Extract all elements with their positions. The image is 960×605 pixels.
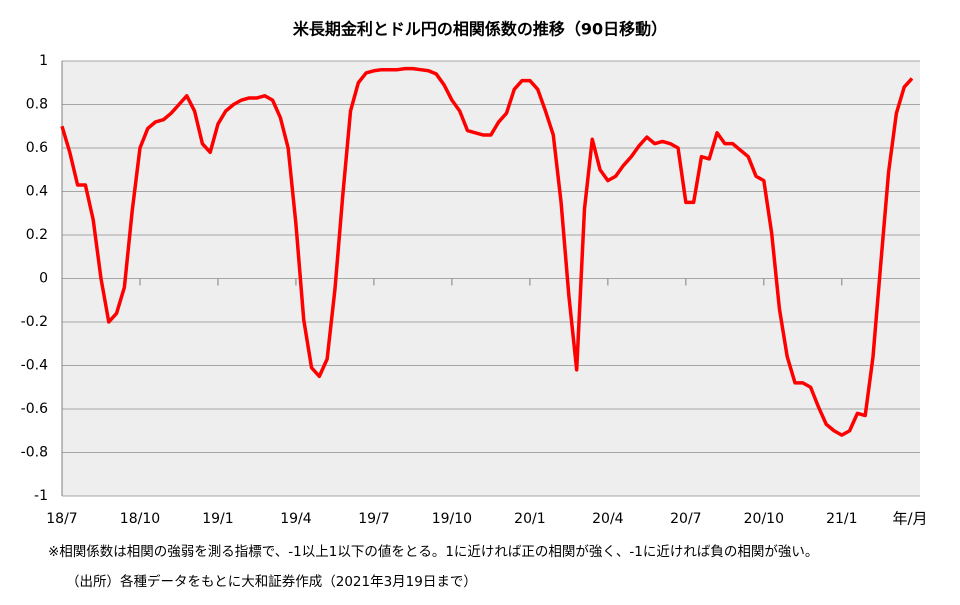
source: （出所）各種データをもとに大和証券作成（2021年3月19日まで） bbox=[66, 573, 477, 590]
y-tick-label: 0.6 bbox=[26, 140, 48, 156]
y-tick-label: 0.2 bbox=[26, 227, 48, 243]
x-tick-label: 20/1 bbox=[514, 511, 545, 527]
y-tick-label: -0.6 bbox=[21, 401, 48, 417]
x-tick-label: 18/10 bbox=[120, 511, 160, 527]
x-tick-label: 20/10 bbox=[744, 511, 784, 527]
x-tick-label: 19/4 bbox=[280, 511, 312, 527]
note: ※相関係数は相関の強弱を測る指標で、-1以上1以下の値をとる。1に近ければ正の相… bbox=[48, 544, 818, 560]
x-tick-label: 19/7 bbox=[358, 511, 389, 527]
y-tick-label: 0.8 bbox=[26, 97, 48, 113]
x-tick-label: 18/7 bbox=[46, 511, 77, 527]
x-tick-label: 20/4 bbox=[592, 511, 624, 527]
x-tick-label: 20/7 bbox=[670, 511, 701, 527]
x-tick-label: 19/10 bbox=[432, 511, 472, 527]
y-tick-label: -0.2 bbox=[21, 314, 48, 330]
y-tick-label: 0 bbox=[39, 271, 48, 287]
y-tick-label: -0.4 bbox=[21, 358, 48, 374]
y-tick-label: 1 bbox=[39, 53, 48, 69]
y-tick-label: 0.4 bbox=[26, 184, 48, 200]
x-tick-label: 19/1 bbox=[202, 511, 233, 527]
x-tick-label: 21/1 bbox=[826, 511, 857, 527]
x-axis-label: 年/月 bbox=[892, 510, 927, 528]
chart-title: 米長期金利とドル円の相関係数の推移（90日移動） bbox=[293, 20, 667, 39]
y-tick-label: -0.8 bbox=[21, 445, 48, 461]
y-tick-label: -1 bbox=[34, 488, 48, 504]
data-line bbox=[60, 66, 914, 437]
